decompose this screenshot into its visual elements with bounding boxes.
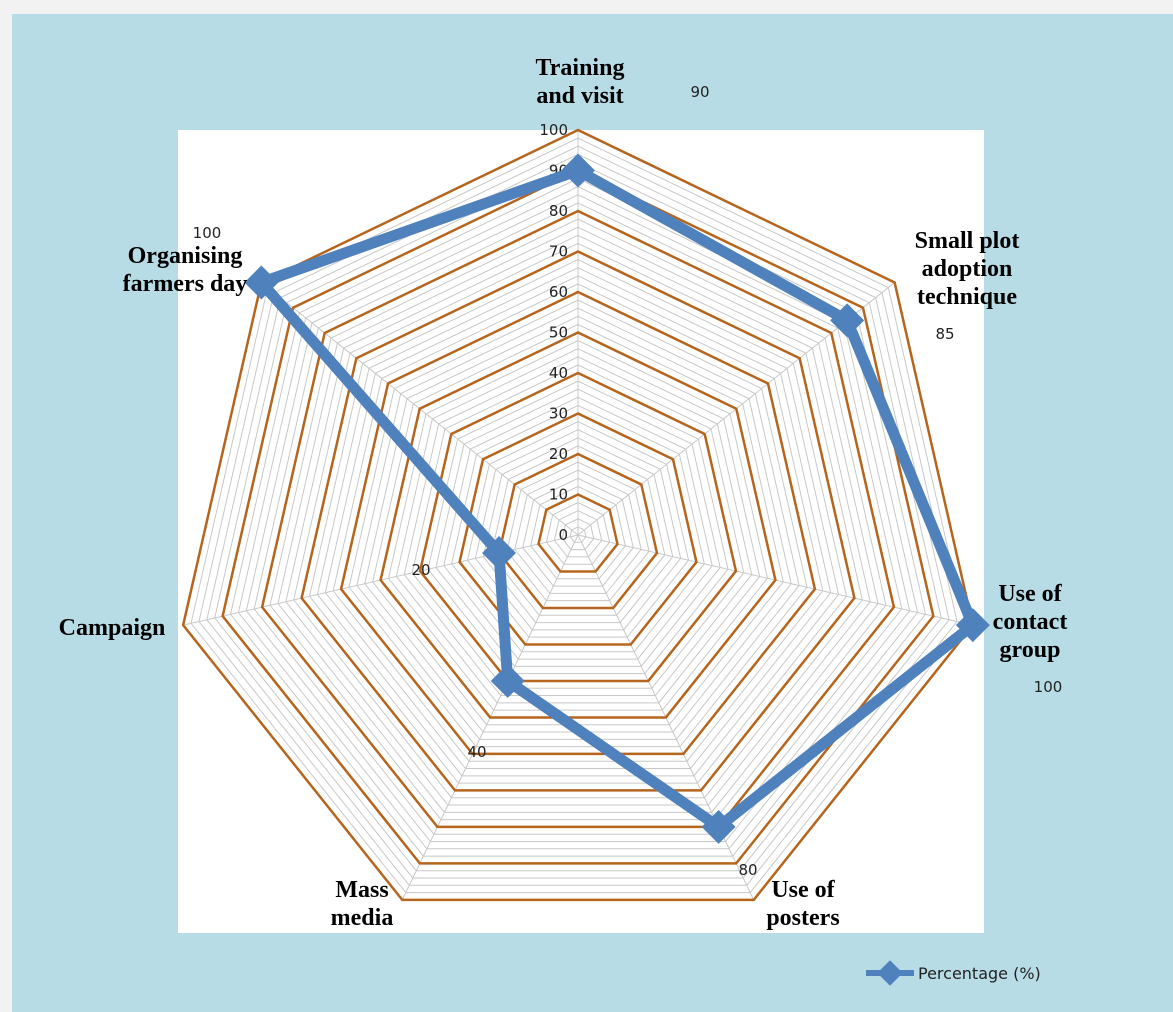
minor-grid-ring: [214, 161, 942, 872]
data-point-marker: [955, 608, 990, 643]
series-line: [255, 165, 979, 833]
radar-grid: [181, 128, 975, 902]
minor-grid-ring: [561, 518, 595, 551]
legend-series-label: Percentage (%): [918, 964, 1041, 983]
radial-tick-label: 10: [549, 486, 568, 504]
minor-grid-ring: [277, 226, 879, 813]
minor-grid-ring: [553, 510, 603, 558]
minor-grid-ring: [545, 502, 611, 565]
minor-grid-ring: [530, 485, 626, 580]
data-label: 85: [935, 325, 954, 343]
radial-tick-label: 40: [549, 364, 568, 382]
major-grid-ring: [458, 412, 698, 646]
radial-tick-label: 0: [558, 526, 568, 544]
minor-grid-ring: [514, 469, 642, 594]
minor-grid-ring: [427, 380, 729, 675]
minor-grid-ring: [411, 364, 745, 689]
minor-grid-ring: [522, 477, 634, 587]
minor-grid-ring: [403, 356, 753, 697]
data-label: 100: [193, 224, 222, 242]
data-label: 80: [738, 861, 757, 879]
data-point-marker: [830, 303, 865, 338]
radial-tick-label: 80: [549, 202, 568, 220]
category-label: Use of contact group: [993, 581, 1068, 663]
category-label: Organising farmers day: [123, 243, 248, 297]
radial-tick-label: 100: [539, 121, 568, 139]
data-point-marker: [701, 809, 736, 844]
major-grid-ring: [418, 371, 738, 683]
legend: Percentage (%): [866, 960, 1041, 986]
radial-tick-label: 50: [549, 324, 568, 342]
minor-grid-ring: [569, 526, 587, 543]
data-label: 40: [467, 743, 486, 761]
major-grid-ring: [260, 209, 896, 829]
minor-grid-ring: [316, 267, 840, 777]
category-label: Use of posters: [766, 877, 839, 931]
data-label: 90: [690, 83, 709, 101]
minor-grid-ring: [285, 234, 871, 806]
major-grid-ring: [300, 250, 856, 792]
radial-tick-label: 60: [549, 283, 568, 301]
major-grid-ring: [537, 493, 619, 573]
major-grid-ring: [181, 128, 975, 902]
minor-grid-ring: [253, 202, 903, 835]
radial-tick-label: 20: [549, 445, 568, 463]
series-layer: [244, 153, 990, 844]
data-point-marker: [561, 153, 595, 188]
data-point-marker: [482, 536, 517, 570]
minor-grid-ring: [435, 388, 721, 667]
minor-grid-ring: [198, 145, 958, 886]
minor-grid-ring: [474, 429, 682, 631]
minor-grid-ring: [293, 242, 863, 799]
minor-grid-ring: [482, 437, 674, 624]
minor-grid-ring: [466, 421, 690, 638]
minor-grid-ring: [269, 218, 887, 821]
minor-grid-ring: [490, 445, 666, 616]
minor-grid-ring: [506, 461, 650, 602]
data-point-marker: [244, 265, 279, 300]
category-label: Mass media: [331, 877, 394, 931]
category-label: Campaign: [59, 615, 166, 641]
category-label: Training and visit: [536, 55, 625, 109]
major-grid-ring: [379, 331, 777, 719]
minor-grid-ring: [206, 153, 950, 879]
minor-grid-ring: [190, 137, 966, 894]
major-grid-ring: [497, 452, 659, 610]
minor-grid-ring: [387, 340, 769, 711]
minor-grid-ring: [443, 396, 713, 660]
radial-tick-label: 30: [549, 405, 568, 423]
data-point-marker: [490, 663, 525, 698]
data-label: 20: [411, 561, 430, 579]
category-labels: Training and visit Small plot adoption techn…: [59, 55, 1068, 931]
minor-grid-ring: [245, 194, 911, 843]
data-label: 100: [1034, 678, 1063, 696]
legend-series-marker: [877, 960, 903, 986]
minor-grid-ring: [308, 259, 848, 784]
minor-grid-ring: [451, 404, 705, 653]
category-label: Small plot adoption technique: [915, 228, 1020, 310]
minor-grid-ring: [395, 348, 761, 704]
major-grid-ring: [221, 169, 935, 865]
radial-tick-label: 70: [549, 243, 568, 261]
